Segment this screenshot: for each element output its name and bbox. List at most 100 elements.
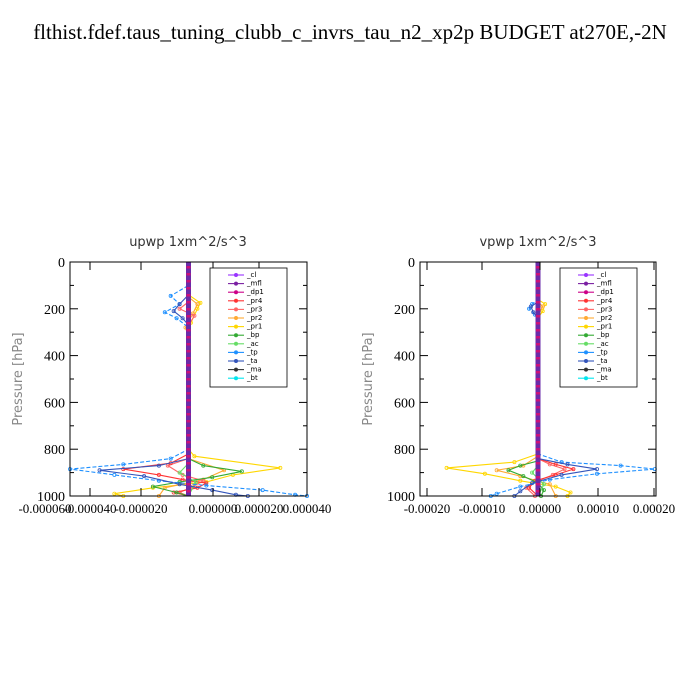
series-point-pr1-3 [195,306,200,311]
zero-profile-marker [186,266,191,269]
legend-label: _tp [596,348,608,356]
series-point-tp-10 [595,471,600,476]
zero-profile-marker [536,385,540,388]
legend-label: _pr1 [596,323,612,331]
legend-marker [584,290,588,295]
series-point-ac-3 [193,479,198,484]
zero-profile-marker [186,441,191,444]
series-line-tp [69,262,308,497]
series-point-pr1-6 [512,460,517,465]
legend-marker [234,316,238,320]
zero-profile-marker [186,483,191,486]
series-point-ta-2 [528,304,533,309]
zero-profile-marker [536,273,540,276]
series-point-pr1-7 [444,465,449,470]
zero-profile-marker [186,308,191,311]
legend-label: _pr3 [246,305,262,313]
series-point-ta-3 [531,310,536,315]
x-tick-label: 0.00010 [577,501,619,516]
legend-marker [234,359,238,363]
series-point-pr2-8 [547,482,552,487]
zero-profile-marker [536,364,540,367]
series-point-pr3-3 [192,313,197,318]
series-point-ta-11 [210,488,215,493]
zero-profile-marker [536,462,540,465]
zero-profile-marker [186,469,191,472]
zero-profile-marker [186,301,191,304]
series-point-ta-7 [156,463,161,468]
legend-label: _ac [246,340,259,348]
series-point-pr3-2 [177,306,182,311]
legend-label: _ac [596,340,609,348]
series-point-pr1-2 [543,302,548,307]
x-tick-label: 0.000020 [235,501,284,516]
legend-label: _ta [596,357,608,365]
series-point-bp-2 [518,463,523,468]
series-point-tp-14 [260,488,265,493]
series-point-tp-9 [121,462,126,467]
y-axis-label: Pressure [hPa] [361,332,376,425]
y-tick-label: 800 [44,443,65,458]
y-tick-label: 600 [394,396,415,411]
x-tick-label: 0.000000 [189,501,238,516]
series-point-bp-3 [506,468,511,473]
legend-label: _pr3 [596,305,612,313]
legend-marker [234,376,238,381]
legend-label: _pr2 [246,314,262,322]
legend-marker [584,273,588,277]
legend-label: _cl [596,271,606,279]
zero-profile-marker [536,343,540,346]
series-point-ta-3 [171,309,176,314]
series-point-bp-4 [210,475,215,480]
series-point-tp-2 [168,293,173,298]
series-point-pr1-7 [192,454,197,459]
zero-profile-marker [186,455,191,458]
series-point-bp-4 [521,474,526,479]
series-point-pr4-6 [204,481,209,486]
legend-marker [584,333,588,338]
series-point-ta-10 [518,489,523,494]
zero-profile-marker [536,427,540,430]
series-line-bp [152,262,242,497]
zero-profile-marker [536,392,540,395]
series-point-bp-6 [150,484,155,489]
legend-label: _mfl [246,280,262,288]
series-line-pr4 [123,262,209,497]
series-point-tp-12 [518,484,523,489]
legend-label: _bp [246,331,260,339]
series-point-tp-8 [168,456,173,461]
zero-profile-marker [186,322,191,325]
figure-title: flthist.fdef.taus_tuning_clubb_c_invrs_t… [33,20,667,44]
x-tick-label: 0.00000 [519,501,561,516]
legend-marker [584,341,588,346]
zero-profile-marker [536,483,540,486]
y-tick-label: 0 [58,256,65,271]
zero-profile-marker [186,287,191,290]
series-point-bp-3 [239,469,244,474]
legend-marker [234,298,238,303]
series-point-ta-9 [142,474,147,479]
series-point-pr4-4 [156,472,161,477]
series-point-pr1-8 [278,465,283,470]
zero-profile-marker [186,427,191,430]
zero-profile-marker [186,385,191,388]
zero-profile-marker [186,273,191,276]
series-point-pr4-6 [527,485,532,490]
legend-marker [584,307,588,312]
series-line-pr1 [446,262,572,497]
zero-profile-marker [536,336,540,339]
series-point-pr2-2 [195,302,200,307]
zero-profile-marker [186,315,191,318]
series-line-pr1 [114,262,281,497]
series-point-tp-4 [162,310,167,315]
legend: _cl_mfl_dp1_pr4_pr3_pr2_pr1_bp_ac_tp_ta_… [209,267,288,388]
legend-label: _bp [596,331,610,339]
legend-marker [234,307,238,312]
series-point-ta-8 [559,472,564,477]
x-tick-label: -0.00010 [459,501,506,516]
zero-profile-marker [536,420,540,423]
zero-profile-marker [536,413,540,416]
series-point-pr3-3 [562,467,567,472]
series-point-ac-2 [530,470,535,475]
